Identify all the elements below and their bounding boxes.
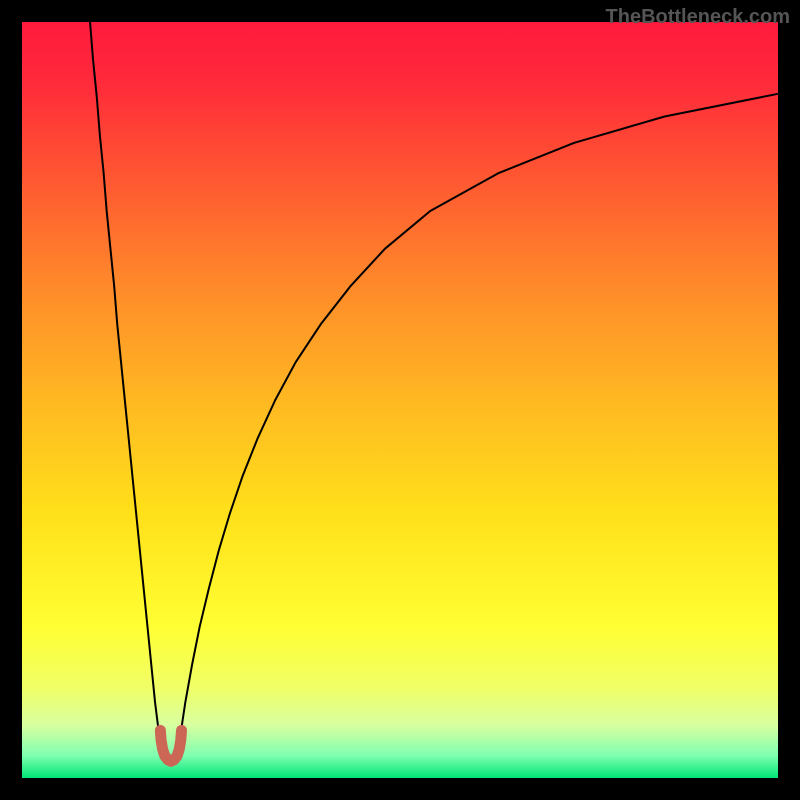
chart-background (22, 22, 778, 778)
watermark-text: TheBottleneck.com (606, 6, 790, 29)
chart-container: TheBottleneck.com (0, 0, 800, 800)
bottleneck-chart (0, 0, 800, 800)
